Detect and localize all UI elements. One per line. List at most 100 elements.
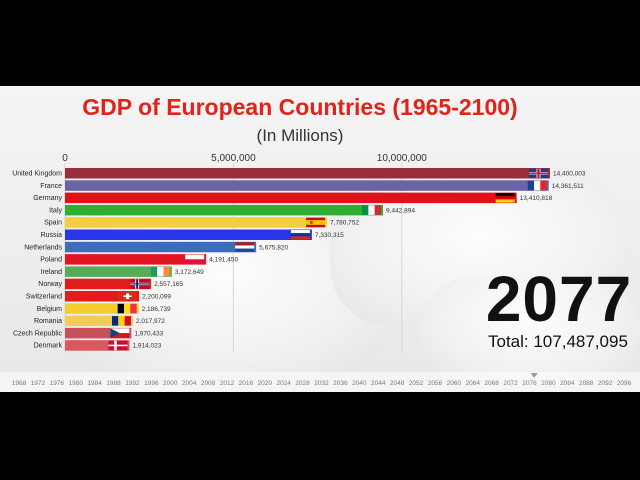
value-label: 2,186,739 [142, 306, 171, 313]
chart-subtitle: (In Millions) [256, 126, 344, 145]
value-label: 4,191,450 [209, 257, 238, 264]
bar [65, 291, 140, 302]
france-flag [527, 180, 547, 191]
x-tick-label: 5,000,000 [211, 153, 256, 164]
timeline-year-label: 2096 [617, 380, 632, 387]
timeline-year-label: 2052 [409, 380, 424, 387]
denmark-flag [108, 340, 128, 351]
timeline-year-label: 2000 [163, 380, 178, 387]
total-label: Total: 107,487,095 [488, 332, 628, 351]
italy-flag [362, 205, 382, 215]
value-label: 1,914,023 [132, 343, 161, 350]
value-label: 9,442,894 [386, 207, 415, 214]
netherlands-flag [235, 242, 255, 252]
category-label: Germany [33, 195, 62, 202]
poland-flag [185, 254, 205, 265]
bar [65, 192, 517, 204]
spain-flag [306, 217, 326, 228]
bar [65, 180, 549, 191]
value-label: 2,017,972 [136, 318, 165, 325]
ireland-flag [150, 266, 170, 277]
timeline-position-marker[interactable] [530, 373, 538, 378]
romania-flag [111, 316, 131, 326]
belgium-flag [117, 303, 137, 314]
timeline-year-label: 2092 [598, 380, 613, 387]
value-label: 2,557,165 [154, 281, 183, 288]
video-frame: GDP of European Countries (1965-2100) (I… [0, 86, 640, 392]
timeline-year-label: 1984 [87, 380, 102, 387]
bar [65, 204, 384, 216]
timeline-year-label: 1976 [50, 380, 65, 387]
timeline-year-label: 2088 [579, 380, 594, 387]
bar [65, 315, 133, 327]
timeline-year-label: 1988 [106, 380, 121, 387]
timeline-year-label: 1996 [144, 380, 159, 387]
bar [65, 168, 550, 179]
category-label: France [40, 183, 62, 190]
bar [65, 278, 152, 290]
bar [65, 254, 207, 265]
value-label: 5,675,820 [259, 244, 288, 251]
timeline-year-label: 2044 [371, 380, 386, 387]
timeline-year-label: 1968 [12, 380, 27, 387]
background-pillow [420, 276, 640, 386]
timeline-year-label: 2036 [333, 380, 348, 387]
timeline-bar[interactable]: 1968 1972 1976 1980 1984 1988 1992 1996 2000 2004… [0, 372, 640, 392]
germany-flag [495, 193, 515, 203]
bar-chart: 0 5,000,000 10,000,000 United Kingdom 14,400… [12, 153, 586, 353]
value-label: 7,780,752 [330, 220, 359, 227]
timeline-year-label: 2040 [352, 380, 367, 387]
timeline-year-label: 2016 [239, 380, 254, 387]
bar [65, 327, 132, 339]
category-label: Ireland [41, 269, 63, 276]
category-label: Spain [44, 220, 62, 227]
timeline-year-label: 2072 [503, 380, 518, 387]
timeline-year-label: 2008 [201, 380, 216, 387]
timeline-year-label: 2064 [466, 380, 481, 387]
chart-title: GDP of European Countries (1965-2100) [82, 94, 518, 120]
category-label: Italy [49, 207, 62, 214]
value-label: 7,330,315 [315, 232, 344, 239]
czech-flag [110, 328, 130, 338]
category-label: Switzerland [26, 294, 62, 301]
category-label: Poland [40, 257, 62, 264]
x-tick-label: 10,000,000 [377, 153, 427, 164]
category-label: Netherlands [24, 244, 62, 251]
value-label: 14,400,003 [553, 171, 586, 178]
category-label: United Kingdom [12, 171, 62, 178]
timeline-axis: 1968 1972 1976 1980 1984 1988 1992 1996 2000 2004… [12, 373, 632, 387]
russia-flag [290, 230, 310, 240]
timeline-year-label: 2012 [220, 380, 235, 387]
category-label: Denmark [34, 343, 63, 350]
timeline-year-label: 2048 [390, 380, 405, 387]
bar [65, 340, 130, 351]
timeline-year-label: 2028 [295, 380, 310, 387]
value-label: 3,172,649 [175, 269, 204, 276]
value-label: 14,361,511 [552, 183, 584, 190]
value-label: 2,200,099 [142, 294, 171, 301]
uk-flag [529, 168, 548, 178]
timeline-year-label: 2020 [258, 380, 273, 387]
timeline-year-label: 2056 [428, 380, 443, 387]
timeline-year-label: 2080 [541, 380, 556, 387]
switzerland-flag [118, 291, 138, 301]
timeline-year-label: 2024 [276, 380, 291, 387]
value-label: 1,970,433 [134, 330, 163, 337]
bar [65, 229, 312, 240]
timeline-year-label: 1980 [68, 380, 83, 387]
timeline-year-label: 1972 [31, 380, 46, 387]
bar [65, 303, 139, 314]
category-label: Romania [34, 318, 62, 325]
timeline-year-label: 2076 [522, 380, 537, 387]
category-label: Czech Republic [13, 330, 63, 337]
timeline-year-label: 2068 [484, 380, 499, 387]
category-label: Russia [41, 232, 63, 239]
norway-flag [130, 279, 150, 289]
timeline-year-label: 2084 [560, 380, 575, 387]
timeline-year-label: 2004 [182, 380, 197, 387]
category-label: Belgium [37, 306, 62, 313]
bar [65, 217, 328, 228]
timeline-year-label: 2032 [314, 380, 329, 387]
timeline-year-label: 1992 [125, 380, 140, 387]
x-tick-label: 0 [62, 153, 68, 164]
